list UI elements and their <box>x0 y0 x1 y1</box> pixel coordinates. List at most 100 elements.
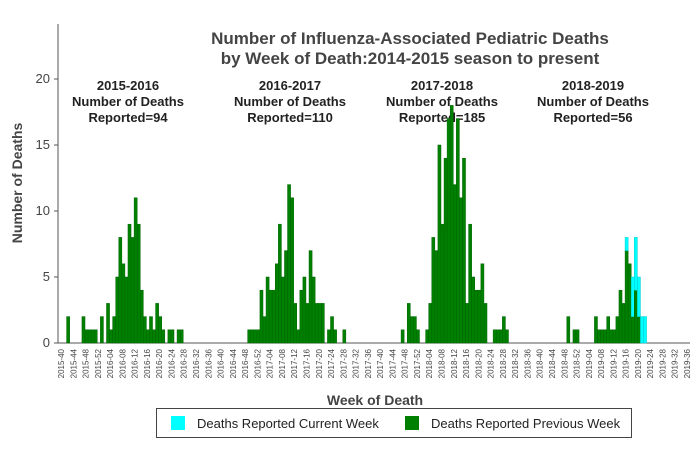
bar-previous-week <box>87 329 92 344</box>
bar-previous-week <box>416 329 420 344</box>
bar-previous-week <box>133 197 138 344</box>
x-tick-label: 2017-40 <box>376 348 385 378</box>
y-tick-label: 10 <box>36 203 50 218</box>
bar-previous-week <box>287 184 291 344</box>
bar-previous-week <box>327 329 331 344</box>
legend: Deaths Reported Current Week Deaths Repo… <box>156 408 632 438</box>
bar-previous-week <box>121 263 126 344</box>
bar-previous-week <box>167 329 172 344</box>
bar-previous-week <box>130 237 135 344</box>
bar-previous-week <box>152 329 156 344</box>
x-tick-label: 2016-16 <box>143 348 152 378</box>
x-tick-label: 2017-48 <box>401 348 410 378</box>
bar-previous-week <box>572 329 577 344</box>
bar-previous-week <box>630 316 635 344</box>
bar-previous-week <box>575 329 580 344</box>
bar-previous-week <box>109 329 113 344</box>
bar-previous-week <box>247 329 251 344</box>
bar-previous-week <box>155 303 159 344</box>
x-tick-label: 2019-28 <box>658 348 667 378</box>
x-tick-label: 2016-08 <box>118 348 127 378</box>
bar-previous-week <box>615 316 620 344</box>
bar-previous-week <box>634 289 638 344</box>
x-axis-title: Week of Death <box>327 392 423 408</box>
bar-previous-week <box>290 197 294 344</box>
season-annotation-2017-2018: 2017-2018 Number of Deaths Reported=185 <box>372 78 512 126</box>
bar-previous-week <box>158 316 162 344</box>
season-annotation-2016-2017: 2016-2017 Number of Deaths Reported=110 <box>220 78 360 126</box>
x-tick-label: 2016-36 <box>204 348 213 378</box>
bar-previous-week <box>446 118 451 344</box>
x-tick-label: 2018-28 <box>499 348 508 378</box>
bar-previous-week <box>499 329 503 344</box>
x-tick-label: 2018-04 <box>425 348 434 378</box>
bar-previous-week <box>606 316 611 344</box>
x-tick-label: 2016-28 <box>180 348 189 378</box>
bar-previous-week <box>600 329 604 344</box>
x-tick-label: 2016-40 <box>217 348 226 378</box>
x-tick-label: 2017-04 <box>266 348 275 378</box>
bar-previous-week <box>456 118 460 344</box>
season-caption: Number of Deaths <box>234 94 346 109</box>
bar-previous-week <box>612 329 617 344</box>
x-tick-label: 2017-16 <box>302 348 311 378</box>
bar-previous-week <box>621 303 626 344</box>
bar-previous-week <box>84 329 89 344</box>
bar-current-week <box>637 276 641 317</box>
bar-previous-week <box>305 303 310 344</box>
bar-previous-week <box>465 303 469 344</box>
bar-current-week <box>634 237 638 291</box>
legend-label-previous: Deaths Reported Previous Week <box>431 416 621 431</box>
season-caption: Number of Deaths <box>72 94 184 109</box>
x-tick-label: 2019-08 <box>597 348 606 378</box>
bar-previous-week <box>81 316 86 344</box>
season-caption: Number of Deaths <box>386 94 498 109</box>
season-caption: Number of Deaths <box>537 94 649 109</box>
bar-previous-week <box>453 184 457 344</box>
x-tick-label: 2017-36 <box>364 348 373 378</box>
y-tick-label: 0 <box>43 335 50 350</box>
x-tick-label: 2017-24 <box>327 348 336 378</box>
bar-previous-week <box>100 316 104 344</box>
season-name: 2017-2018 <box>410 78 474 93</box>
x-tick-label: 2018-32 <box>511 348 520 378</box>
x-tick-label: 2019-32 <box>671 348 680 378</box>
bar-previous-week <box>428 303 433 344</box>
bar-previous-week <box>299 289 304 344</box>
season-annotation-2018-2019: 2018-2019 Number of Deaths Reported=56 <box>523 78 663 126</box>
x-tick-label: 2017-20 <box>315 348 324 378</box>
bar-previous-week <box>505 329 509 344</box>
bar-previous-week <box>179 329 184 344</box>
season-annotation-2015-2016: 2015-2016 Number of Deaths Reported=94 <box>58 78 198 126</box>
y-axis-title: Number of Deaths <box>9 123 25 244</box>
bar-previous-week <box>330 316 334 344</box>
x-tick-label: 2017-44 <box>388 348 397 378</box>
bar-previous-week <box>431 237 436 344</box>
bar-previous-week <box>275 263 279 344</box>
bar-previous-week <box>492 329 497 344</box>
x-tick-label: 2015-52 <box>94 348 103 378</box>
x-tick-label: 2015-44 <box>69 348 78 378</box>
bar-current-week <box>643 316 647 344</box>
x-tick-label: 2018-08 <box>438 348 447 378</box>
bar-previous-week <box>477 289 482 344</box>
x-tick-label: 2017-28 <box>339 348 348 378</box>
bar-previous-week <box>566 316 571 344</box>
x-tick-label: 2016-48 <box>241 348 250 378</box>
legend-swatch-current <box>171 416 185 430</box>
bar-previous-week <box>627 263 632 344</box>
bar-previous-week <box>140 289 144 344</box>
bar-previous-week <box>278 223 282 344</box>
legend-swatch-previous <box>405 416 419 430</box>
bar-previous-week <box>302 276 307 344</box>
bar-previous-week <box>265 276 270 344</box>
bar-previous-week <box>311 276 316 344</box>
bar-previous-week <box>440 223 445 344</box>
season-name: 2015-2016 <box>96 78 160 93</box>
bar-previous-week <box>342 329 347 344</box>
x-tick-label: 2016-52 <box>253 348 262 378</box>
x-tick-label: 2018-20 <box>474 348 483 378</box>
bar-previous-week <box>443 157 448 344</box>
bar-previous-week <box>127 223 132 344</box>
x-tick-label: 2017-52 <box>413 348 422 378</box>
